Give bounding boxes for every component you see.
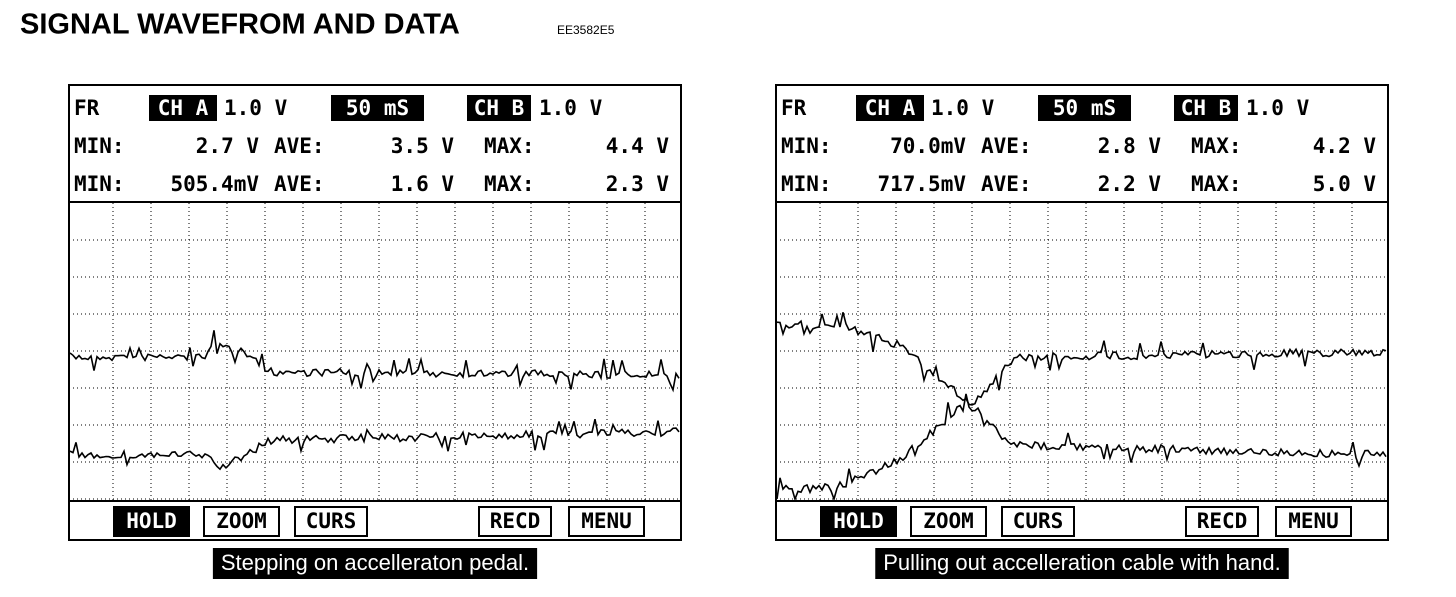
- button-label[interactable]: MENU: [1288, 509, 1339, 533]
- min-label: MIN:: [781, 172, 832, 196]
- timebase: 50 mS: [1053, 96, 1116, 120]
- waveform: [776, 312, 1387, 406]
- button-box: [203, 506, 280, 537]
- page-title: SIGNAL WAVEFROM AND DATA: [20, 9, 460, 41]
- button-box: [294, 506, 368, 537]
- channel-a-scale: 1.0 V: [931, 96, 995, 120]
- button-box: [820, 506, 897, 537]
- max-value: 4.2 V: [1313, 134, 1377, 158]
- button-box: [568, 506, 645, 537]
- caption-box: [212, 548, 538, 579]
- max-label: MAX:: [1191, 172, 1242, 196]
- min-label: MIN:: [74, 134, 125, 158]
- ave-value: 2.8 V: [1098, 134, 1162, 158]
- caption-box: [875, 548, 1289, 579]
- ave-label: AVE:: [981, 134, 1032, 158]
- button-box: [910, 506, 987, 537]
- timebase: 50 mS: [346, 96, 409, 120]
- max-label: MAX:: [484, 134, 535, 158]
- channel-b-scale: 1.0 V: [1246, 96, 1310, 120]
- channel-b: CH B: [474, 96, 525, 120]
- button-box: [1275, 506, 1352, 537]
- channel-b-box: [467, 95, 531, 121]
- button-label[interactable]: ZOOM: [216, 509, 267, 533]
- button-label[interactable]: CURS: [1013, 509, 1064, 533]
- timebase-box: [1038, 95, 1131, 121]
- button-box: [113, 506, 190, 537]
- figure-code: EE3582E5: [557, 23, 615, 37]
- max-value: 4.4 V: [606, 134, 670, 158]
- channel-a: CH A: [158, 96, 209, 120]
- caption: Pulling out accelleration cable with han…: [883, 550, 1280, 575]
- waveform: [776, 393, 1387, 502]
- max-value: 5.0 V: [1313, 172, 1377, 196]
- min-value: 2.7 V: [196, 134, 260, 158]
- button-label[interactable]: MENU: [581, 509, 632, 533]
- scope-frame: [68, 84, 682, 541]
- waveform: [69, 330, 680, 393]
- channel-a-box: [149, 95, 217, 121]
- channel-a: CH A: [865, 96, 916, 120]
- min-label: MIN:: [74, 172, 125, 196]
- waveform: [69, 419, 680, 471]
- ave-label: AVE:: [981, 172, 1032, 196]
- channel-b: CH B: [1181, 96, 1232, 120]
- ave-value: 2.2 V: [1098, 172, 1162, 196]
- button-box: [478, 506, 552, 537]
- button-label[interactable]: CURS: [306, 509, 357, 533]
- ave-label: AVE:: [274, 134, 325, 158]
- ave-value: 3.5 V: [391, 134, 455, 158]
- channel-a-box: [856, 95, 924, 121]
- frame-label: FR: [74, 96, 100, 120]
- timebase-box: [331, 95, 424, 121]
- max-label: MAX:: [1191, 134, 1242, 158]
- caption: Stepping on accelleraton pedal.: [221, 550, 529, 575]
- min-value: 717.5mV: [877, 172, 966, 196]
- button-box: [1185, 506, 1259, 537]
- min-value: 505.4mV: [170, 172, 259, 196]
- button-label[interactable]: RECD: [1197, 509, 1248, 533]
- ave-label: AVE:: [274, 172, 325, 196]
- channel-b-box: [1174, 95, 1238, 121]
- min-label: MIN:: [781, 134, 832, 158]
- scope-frame: [775, 84, 1389, 541]
- button-label[interactable]: RECD: [490, 509, 541, 533]
- button-label[interactable]: ZOOM: [923, 509, 974, 533]
- button-label[interactable]: HOLD: [833, 509, 884, 533]
- min-value: 70.0mV: [890, 134, 966, 158]
- button-label[interactable]: HOLD: [126, 509, 177, 533]
- channel-b-scale: 1.0 V: [539, 96, 603, 120]
- channel-a-scale: 1.0 V: [224, 96, 288, 120]
- max-label: MAX:: [484, 172, 535, 196]
- frame-label: FR: [781, 96, 807, 120]
- max-value: 2.3 V: [606, 172, 670, 196]
- ave-value: 1.6 V: [391, 172, 455, 196]
- button-box: [1001, 506, 1075, 537]
